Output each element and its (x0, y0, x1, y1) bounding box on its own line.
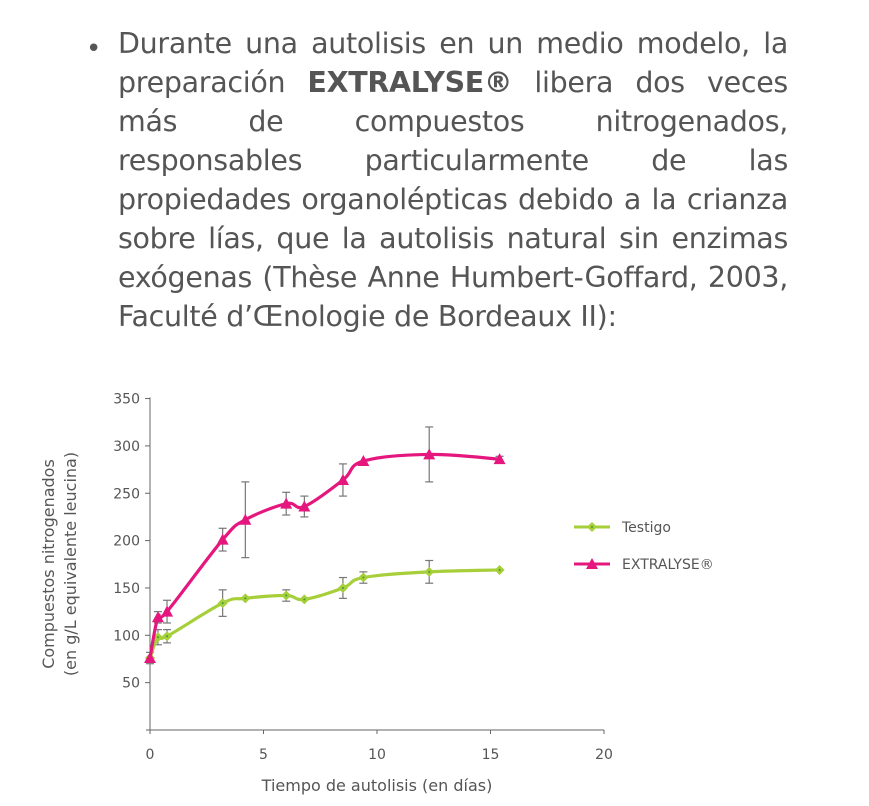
y-axis-label-line2: (en g/L equivalente leucina) (61, 452, 80, 676)
triangle-marker-icon (298, 500, 311, 512)
triangle-marker-icon (151, 611, 164, 623)
marker-dot (221, 602, 224, 605)
marker-dot (428, 570, 431, 573)
x-axis-label: Tiempo de autolisis (en días) (261, 776, 493, 795)
marker-dot (244, 597, 247, 600)
marker-dot (303, 598, 306, 601)
y-tick-label: 250 (113, 486, 140, 502)
triangle-marker-icon (493, 453, 506, 465)
marker-dot (166, 635, 169, 638)
y-tick-label: 200 (113, 534, 140, 550)
series-line (148, 568, 502, 660)
triangle-marker-icon (144, 652, 156, 664)
bullet-icon: • (86, 34, 102, 64)
y-tick-label: 300 (113, 439, 140, 455)
y-axis-label-line1: Compuestos nitrogenados (39, 459, 58, 669)
y-tick-label: 150 (113, 581, 140, 597)
y-tick-label: 100 (113, 628, 140, 644)
triangle-marker-icon (239, 513, 252, 525)
chart-axes: 50 100 150 200 250 300 350 0 5 10 15 20 (113, 392, 613, 763)
triangle-marker-icon (423, 448, 436, 460)
marker-dot (362, 576, 365, 579)
series-line (148, 452, 502, 660)
x-tick-label: 0 (146, 747, 155, 763)
y-tick-label: 50 (122, 676, 140, 692)
triangle-marker-icon (336, 473, 349, 485)
marker-dot (156, 636, 159, 639)
x-tick-label: 5 (259, 747, 268, 763)
paragraph-text-end: libera dos veces más de compuestos nitro… (118, 66, 788, 333)
marker-dot (285, 594, 288, 597)
marker-dot (591, 526, 593, 528)
triangle-marker-icon (280, 497, 293, 509)
legend-label: Testigo (621, 520, 671, 536)
marker-dot (498, 568, 501, 571)
triangle-marker-icon (216, 533, 229, 545)
x-tick-label: 20 (595, 747, 613, 763)
x-tick-label: 10 (368, 747, 386, 763)
paragraph-text: Durante una autolisis en un medio modelo… (118, 24, 788, 336)
legend-label: EXTRALYSE® (622, 557, 714, 573)
series-lines (144, 448, 506, 664)
y-tick-label: 350 (113, 392, 140, 408)
brand-name: EXTRALYSE® (307, 66, 513, 99)
marker-dot (341, 586, 344, 589)
chart-legend: Testigo EXTRALYSE® (574, 520, 714, 573)
error-bars (146, 426, 504, 665)
paragraph-text-start: Durante una autolisis en un medio modelo… (118, 27, 788, 99)
triangle-marker-icon (161, 605, 174, 617)
triangle-marker-icon (586, 558, 598, 569)
triangle-marker-icon (357, 455, 370, 467)
x-tick-label: 15 (482, 747, 500, 763)
